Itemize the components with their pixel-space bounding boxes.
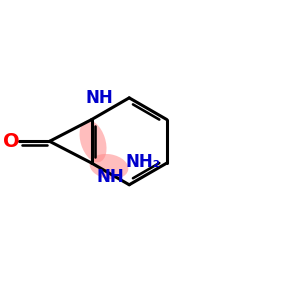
- Text: NH: NH: [97, 168, 124, 186]
- Ellipse shape: [80, 120, 106, 162]
- Ellipse shape: [90, 154, 128, 179]
- Text: O: O: [3, 132, 20, 151]
- Text: NH₂: NH₂: [125, 153, 160, 171]
- Text: NH: NH: [86, 89, 114, 107]
